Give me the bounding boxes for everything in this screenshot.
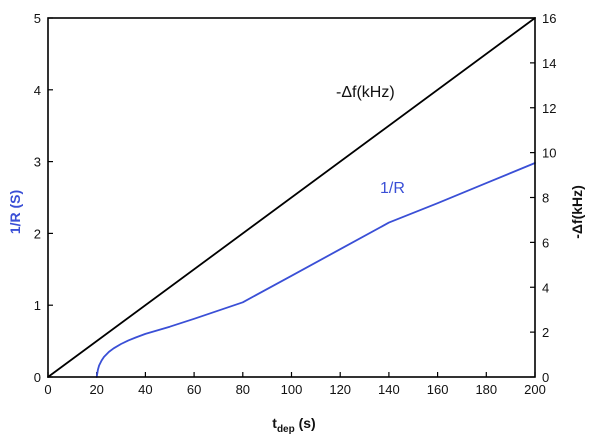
y-left-tick-label: 1 (34, 298, 41, 313)
y-right-tick-label: 16 (542, 11, 556, 26)
y-left-tick-label: 0 (34, 370, 41, 385)
x-tick-label: 140 (378, 382, 400, 397)
y-right-tick-label: 14 (542, 56, 556, 71)
tick-labels: 0 20 40 60 80 100 120 140 160 180 2000123450246810… (34, 11, 557, 397)
x-axis-title: tdep (s) (272, 415, 315, 435)
x-tick-label: 120 (329, 382, 351, 397)
x-tick-label: 180 (475, 382, 497, 397)
y-right-tick-label: 6 (542, 235, 549, 250)
series-line-1-over-r (95, 162, 536, 378)
x-axis-title-unit: (s) (295, 415, 316, 431)
y-right-tick-label: 0 (542, 370, 549, 385)
y-right-tick-label: 8 (542, 191, 549, 206)
x-axis-title-sub: dep (277, 424, 295, 435)
y-right-tick-label: 10 (542, 146, 556, 161)
y-left-tick-label: 4 (34, 83, 41, 98)
y-right-axis-title: -Δf(kHz) (569, 185, 585, 239)
annotation-delta-f: -Δf(kHz) (336, 84, 395, 101)
series-line-delta-f (47, 17, 536, 378)
x-tick-label: 60 (187, 382, 201, 397)
y-right-tick-label: 12 (542, 101, 556, 116)
y-left-tick-label: 3 (34, 155, 41, 170)
plot-frame (47, 17, 536, 378)
x-tick-label: 40 (138, 382, 152, 397)
x-tick-label: 100 (281, 382, 303, 397)
y-right-tick-label: 4 (542, 280, 549, 295)
y-left-tick-label: 5 (34, 11, 41, 26)
y-left-axis-title: 1/R (S) (7, 190, 23, 234)
x-tick-label: 160 (427, 382, 449, 397)
y-right-tick-label: 2 (542, 325, 549, 340)
x-tick-label: 0 (44, 382, 51, 397)
x-tick-label: 20 (89, 382, 103, 397)
x-axis-title-main: t (272, 415, 277, 431)
x-tick-label: 80 (236, 382, 250, 397)
annotation-1-over-r: 1/R (380, 180, 405, 197)
series-layer (47, 17, 536, 378)
x-tick-label: 200 (524, 382, 546, 397)
y-left-tick-label: 2 (34, 226, 41, 241)
